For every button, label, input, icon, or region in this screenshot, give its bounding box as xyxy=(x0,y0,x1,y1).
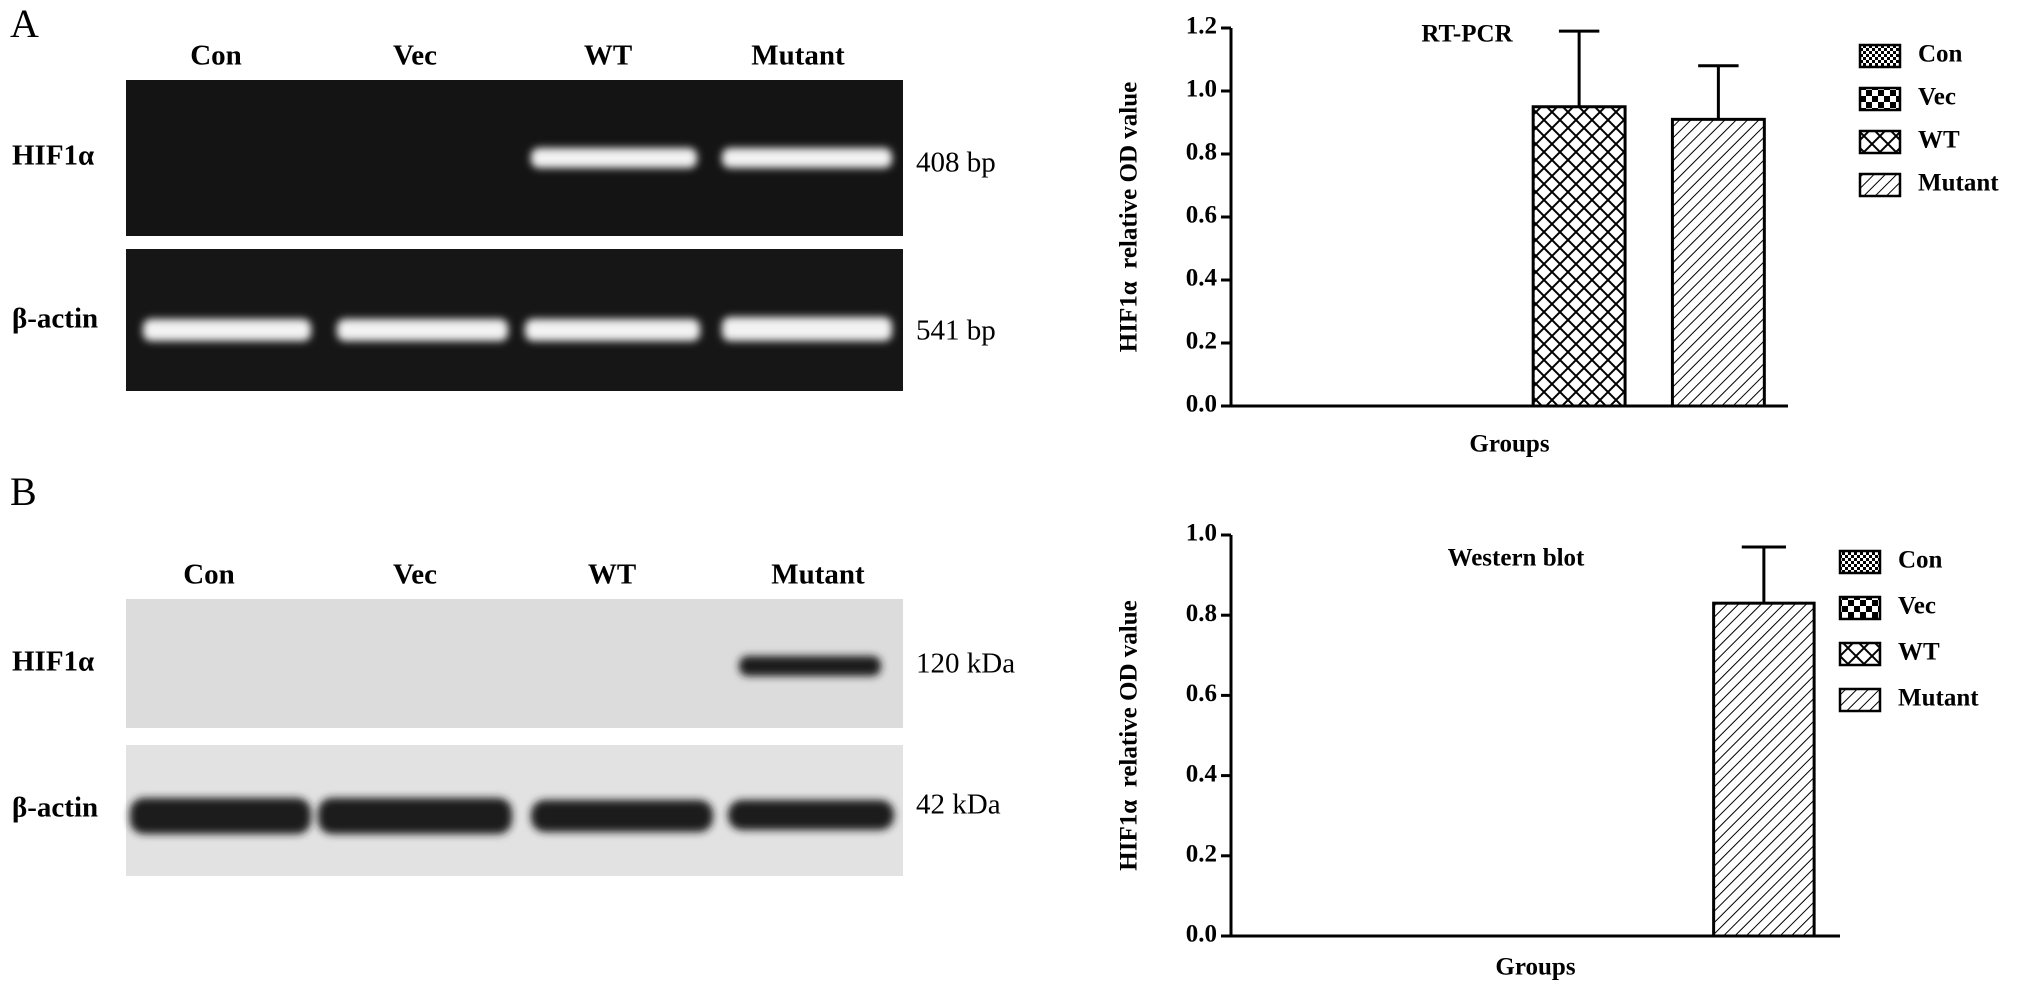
legend-swatch xyxy=(1838,595,1882,621)
lane-label: Mutant xyxy=(751,40,845,72)
row-label: β-actin xyxy=(12,792,98,824)
y-tick-label: 0.4 xyxy=(1186,265,1218,292)
y-tick-label: 0.0 xyxy=(1186,921,1217,948)
y-tick-label: 1.2 xyxy=(1186,13,1217,40)
size-label: 42 kDa xyxy=(916,789,1001,821)
legend-label: Con xyxy=(1918,41,1963,68)
bands xyxy=(130,656,894,834)
legend-label: WT xyxy=(1898,639,1940,666)
y-tick-label: 0.6 xyxy=(1186,680,1217,707)
chart-title: Western blot xyxy=(1448,545,1585,572)
size-label: 120 kDa xyxy=(916,648,1015,680)
lane-label: Vec xyxy=(393,559,437,591)
y-tick-label: 1.0 xyxy=(1186,76,1217,103)
legend-swatch xyxy=(1858,43,1902,69)
row-label: β-actin xyxy=(12,303,98,335)
legend-label: Vec xyxy=(1918,84,1956,111)
bar xyxy=(1531,105,1627,408)
bands xyxy=(143,148,892,341)
y-axis-label: HIF1α relative OD value xyxy=(1116,600,1143,870)
lane-label: Con xyxy=(190,40,242,72)
lane-label: WT xyxy=(584,40,632,72)
legend-swatch xyxy=(1858,86,1902,112)
error-bar xyxy=(1741,545,1786,604)
row-label: HIF1α xyxy=(12,646,94,678)
legend-label: WT xyxy=(1918,127,1960,154)
chart-title: RT-PCR xyxy=(1421,21,1513,48)
lane-label: Mutant xyxy=(771,559,865,591)
y-axis-label: HIF1α relative OD value xyxy=(1116,82,1143,352)
lane-label: WT xyxy=(588,559,636,591)
legend-swatch xyxy=(1838,549,1882,575)
legend-swatch xyxy=(1858,172,1902,198)
y-tick-label: 0.0 xyxy=(1186,391,1217,418)
legend-swatch xyxy=(1858,129,1902,155)
lane-label: Con xyxy=(183,559,235,591)
legend-label: Vec xyxy=(1898,593,1936,620)
x-axis-label: Groups xyxy=(1469,431,1549,458)
legend-swatch xyxy=(1838,641,1882,667)
panel-letter: A xyxy=(10,1,39,46)
legend-label: Mutant xyxy=(1918,170,1999,197)
error-bar xyxy=(1558,29,1600,107)
row-label: HIF1α xyxy=(12,140,94,172)
panel-letter: B xyxy=(10,469,37,514)
y-tick-label: 1.0 xyxy=(1186,520,1217,547)
y-tick-label: 0.2 xyxy=(1186,328,1217,355)
size-label: 408 bp xyxy=(916,147,996,179)
lane-label: Vec xyxy=(393,40,437,72)
legend-swatch xyxy=(1838,687,1882,713)
bar xyxy=(1712,601,1816,938)
y-tick-label: 0.8 xyxy=(1186,600,1217,627)
x-axis-label: Groups xyxy=(1495,954,1575,981)
y-tick-label: 0.2 xyxy=(1186,841,1217,868)
y-tick-label: 0.8 xyxy=(1186,139,1217,166)
y-tick-label: 0.6 xyxy=(1186,202,1217,229)
bar xyxy=(1670,117,1766,408)
error-bar xyxy=(1698,64,1739,120)
legend-label: Con xyxy=(1898,547,1943,574)
y-tick-label: 0.4 xyxy=(1186,760,1218,787)
size-label: 541 bp xyxy=(916,315,996,347)
legend-label: Mutant xyxy=(1898,685,1979,712)
